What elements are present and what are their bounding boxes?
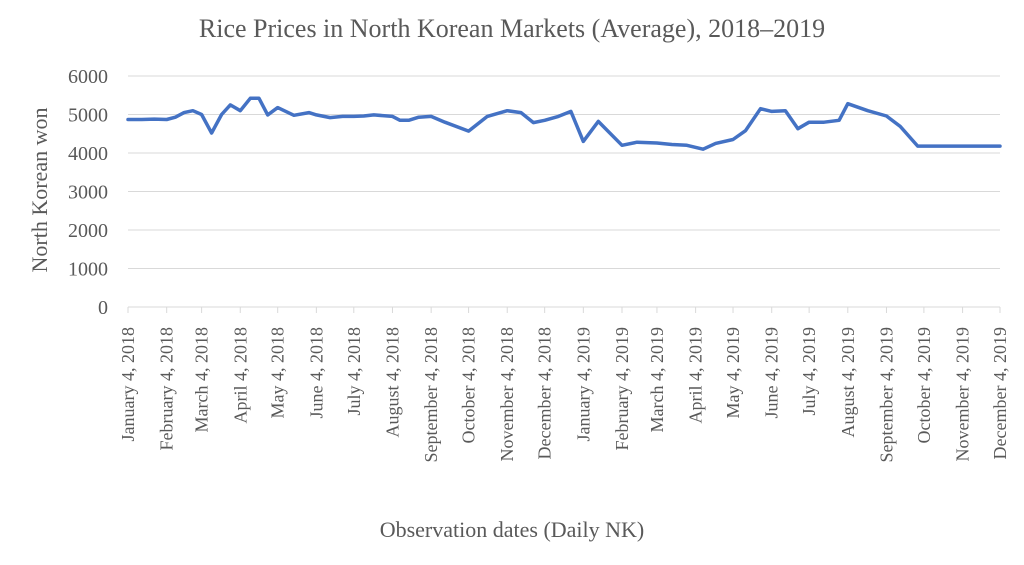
gridlines xyxy=(128,75,1000,269)
x-tick-label: July 4, 2019 xyxy=(799,327,819,416)
x-tick-label: March 4, 2018 xyxy=(192,327,212,432)
x-tick-label: November 4, 2019 xyxy=(953,327,973,461)
x-tick-label: December 4, 2018 xyxy=(535,327,555,459)
x-tick-label: May 4, 2019 xyxy=(723,327,743,419)
y-tick-label: 2000 xyxy=(68,220,108,242)
series-line xyxy=(126,96,1002,151)
x-tick-label: September 4, 2019 xyxy=(876,327,896,462)
x-tick-label: January 4, 2019 xyxy=(573,327,593,441)
x-axis-label: Observation dates (Daily NK) xyxy=(379,517,645,542)
x-tick-label: October 4, 2018 xyxy=(459,327,479,443)
x-tick-label: August 4, 2018 xyxy=(382,327,402,438)
x-tick-label: January 4, 2018 xyxy=(118,327,138,441)
x-axis-ticks: January 4, 2018 February 4, 2018 March 4, … xyxy=(118,307,1010,462)
y-tick-label: 5000 xyxy=(68,105,108,127)
y-tick-label: 1000 xyxy=(68,259,108,281)
y-tick-label: 6000 xyxy=(68,66,108,88)
chart-title: Rice Prices in North Korean Markets (Ave… xyxy=(198,14,826,43)
x-tick-label: May 4, 2018 xyxy=(268,327,288,419)
x-tick-label: June 4, 2019 xyxy=(762,327,782,419)
x-tick-label: February 4, 2019 xyxy=(612,327,632,450)
x-tick-label: April 4, 2019 xyxy=(686,327,706,424)
x-tick-label: September 4, 2018 xyxy=(421,327,441,462)
x-tick-label: February 4, 2018 xyxy=(157,327,177,450)
x-tick-label: June 4, 2018 xyxy=(306,327,326,419)
x-tick-label: November 4, 2018 xyxy=(497,327,517,461)
y-tick-label: 4000 xyxy=(68,143,108,165)
x-tick-label: July 4, 2018 xyxy=(344,327,364,416)
y-tick-label: 3000 xyxy=(68,182,108,204)
y-tick-label: 0 xyxy=(98,297,108,319)
x-tick-label: April 4, 2018 xyxy=(230,327,250,424)
y-axis-ticks: 0 1000 2000 3000 4000 5000 6000 xyxy=(68,66,108,319)
x-tick-label: December 4, 2019 xyxy=(990,327,1010,459)
x-tick-label: October 4, 2019 xyxy=(914,327,934,443)
series-group xyxy=(126,96,1002,151)
x-tick-label: August 4, 2019 xyxy=(838,327,858,438)
x-tick-label: March 4, 2019 xyxy=(647,327,667,432)
